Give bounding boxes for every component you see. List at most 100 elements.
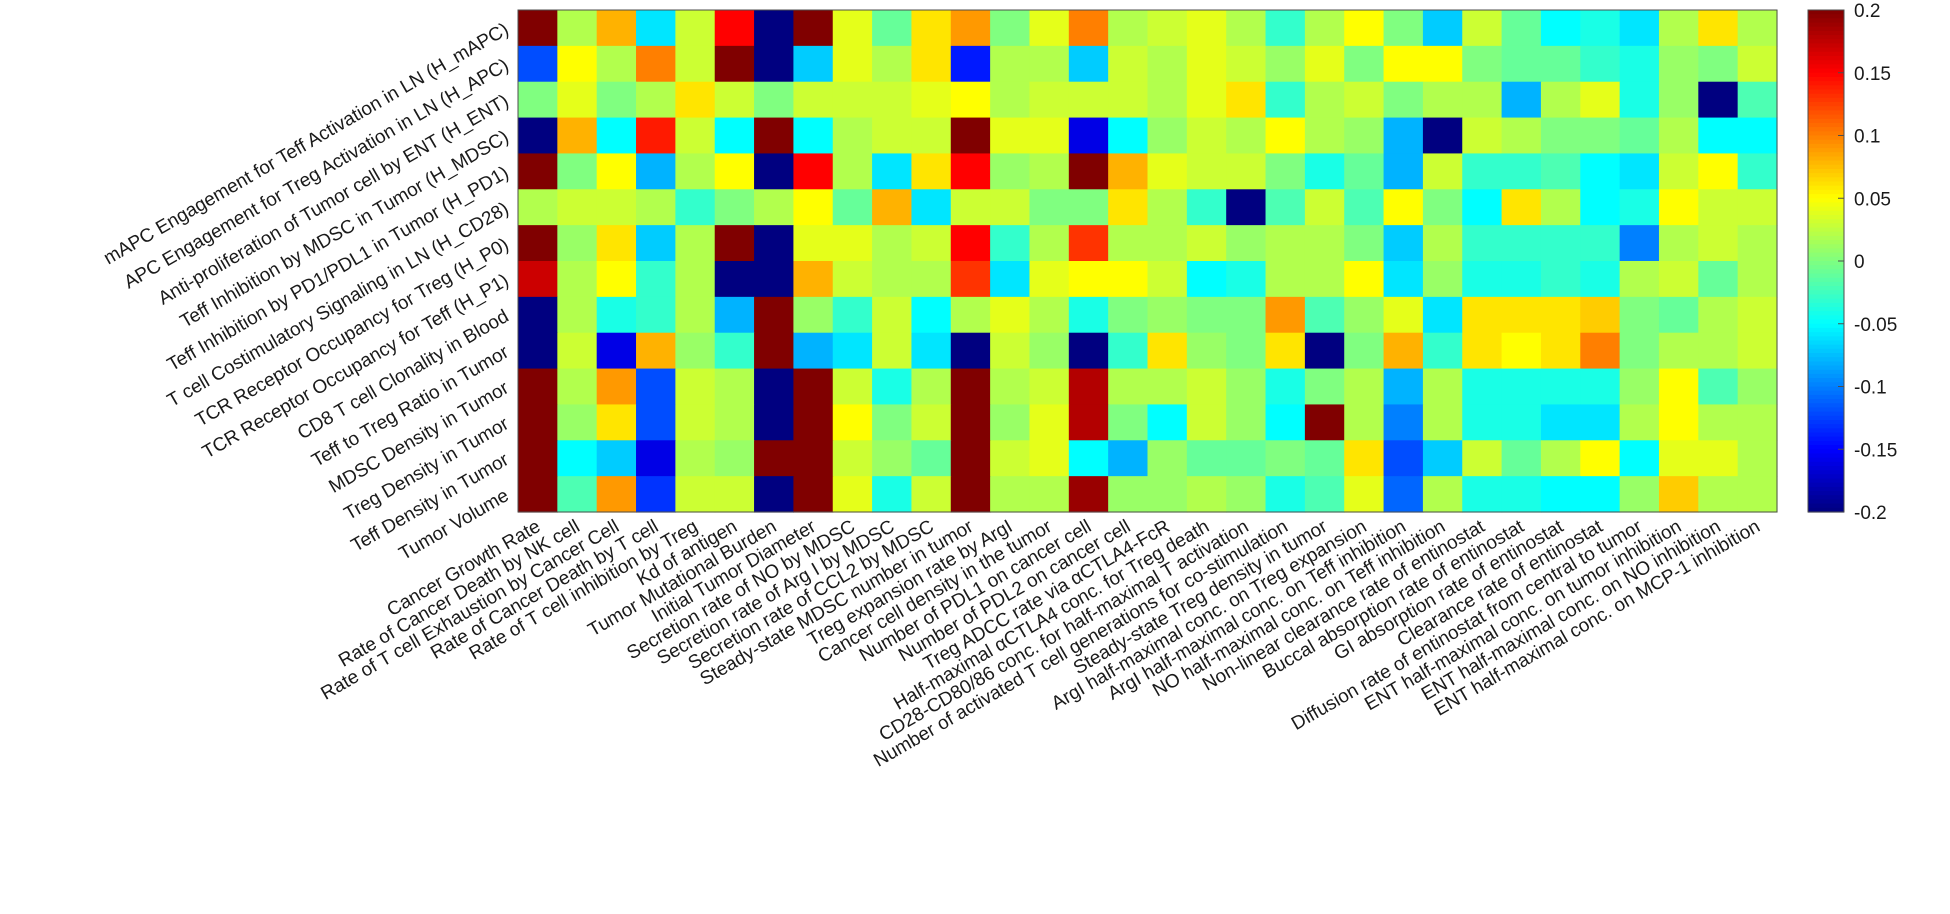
heatmap-cell <box>1737 189 1778 226</box>
heatmap-cell <box>714 45 755 83</box>
heatmap-cell <box>793 440 834 477</box>
heatmap-cell <box>911 153 952 190</box>
colorbar-segment <box>1808 365 1844 371</box>
heatmap-cell <box>1383 368 1424 406</box>
heatmap-cell <box>793 10 834 47</box>
heatmap-cell <box>1147 404 1188 441</box>
heatmap-cell <box>1698 225 1739 262</box>
heatmap-cell <box>714 117 755 155</box>
heatmap-cell <box>1698 476 1739 513</box>
heatmap-cell <box>1580 404 1621 441</box>
heatmap-cell <box>1737 225 1778 262</box>
heatmap-cell <box>1304 225 1345 262</box>
colorbar-segment <box>1808 486 1844 492</box>
heatmap-cell <box>1304 476 1345 513</box>
heatmap-cell <box>1658 45 1699 83</box>
heatmap-cell <box>950 404 991 441</box>
heatmap-cell <box>1501 332 1542 370</box>
heatmap-cell <box>1540 81 1581 119</box>
heatmap-cell <box>636 368 676 406</box>
heatmap-cell <box>596 81 637 119</box>
colorbar-segment <box>1808 353 1844 358</box>
heatmap-cell <box>557 261 598 298</box>
heatmap-cell <box>1737 261 1778 298</box>
heatmap-cell <box>872 332 913 370</box>
heatmap-cell <box>636 117 676 155</box>
colorbar-segment <box>1808 499 1844 505</box>
colorbar-segment <box>1808 390 1844 396</box>
heatmap-cell <box>596 189 637 226</box>
heatmap-cell <box>872 440 913 477</box>
colorbar-segment <box>1808 206 1844 212</box>
heatmap-cell <box>1619 440 1660 477</box>
heatmap-cell <box>872 153 913 190</box>
heatmap-cell <box>1226 296 1267 334</box>
colorbar-segment <box>1808 76 1844 82</box>
heatmap-cell <box>1540 10 1581 47</box>
colorbar-segment <box>1808 156 1844 162</box>
colorbar-segment <box>1808 210 1844 216</box>
heatmap-cell <box>1226 368 1267 406</box>
heatmap-cell <box>1029 261 1070 298</box>
heatmap-cell <box>1186 153 1227 190</box>
heatmap-cell <box>1108 476 1149 513</box>
heatmap-cell <box>1619 296 1660 334</box>
heatmap-cell <box>1108 225 1149 262</box>
colorbar-tick-label: -0.2 <box>1854 503 1887 524</box>
heatmap-cell <box>596 404 637 441</box>
heatmap-cell <box>557 404 598 441</box>
heatmap-cell <box>793 368 834 406</box>
heatmap-cell <box>636 296 676 334</box>
heatmap-cell <box>1226 81 1267 119</box>
heatmap-cell <box>596 296 637 334</box>
heatmap-cell <box>754 404 794 441</box>
heatmap-cell <box>714 332 755 370</box>
heatmap-cell <box>1304 189 1345 226</box>
heatmap-cell <box>1462 45 1503 83</box>
heatmap-cell <box>1658 261 1699 298</box>
colorbar-segment <box>1808 311 1844 316</box>
heatmap-cell <box>1383 81 1424 119</box>
heatmap-cell <box>1422 296 1463 334</box>
heatmap-cell <box>1147 225 1188 262</box>
heatmap-cell <box>754 189 794 226</box>
heatmap-cell <box>636 440 676 477</box>
heatmap-cell <box>1186 368 1227 406</box>
heatmap-cell <box>1619 117 1660 155</box>
heatmap-cell <box>714 153 755 190</box>
colorbar-segment <box>1808 348 1844 354</box>
heatmap-cell <box>832 332 873 370</box>
colorbar-segment <box>1808 160 1844 166</box>
heatmap-cell <box>754 153 794 190</box>
heatmap-cell <box>1108 368 1149 406</box>
heatmap-cell <box>1737 332 1778 370</box>
heatmap-cell <box>1068 332 1109 370</box>
heatmap-cell <box>872 296 913 334</box>
colorbar-segment <box>1808 198 1844 204</box>
heatmap-cell <box>1068 225 1109 262</box>
colorbar-tick-label: -0.05 <box>1854 315 1897 336</box>
heatmap-cell <box>754 440 794 477</box>
colorbar-segment <box>1808 394 1844 400</box>
heatmap-cell <box>1265 332 1306 370</box>
heatmap-cell <box>1698 189 1739 226</box>
heatmap-cell <box>1304 296 1345 334</box>
heatmap-cell <box>596 225 637 262</box>
colorbar-segment <box>1808 453 1844 459</box>
heatmap-cell <box>1029 189 1070 226</box>
heatmap-cell <box>832 225 873 262</box>
heatmap-cell <box>1462 261 1503 298</box>
heatmap-cell <box>832 189 873 226</box>
colorbar-segment <box>1808 10 1844 15</box>
heatmap-cell <box>1422 404 1463 441</box>
heatmap-cell <box>832 45 873 83</box>
colorbar-segment <box>1808 507 1844 513</box>
heatmap-cell <box>990 296 1031 334</box>
colorbar-segment <box>1808 148 1844 153</box>
heatmap-cell <box>1580 296 1621 334</box>
heatmap-cell <box>1226 476 1267 513</box>
heatmap-cell <box>1658 332 1699 370</box>
colorbar-segment <box>1808 139 1844 145</box>
heatmap-cell <box>1265 440 1306 477</box>
heatmap-cell <box>1147 45 1188 83</box>
